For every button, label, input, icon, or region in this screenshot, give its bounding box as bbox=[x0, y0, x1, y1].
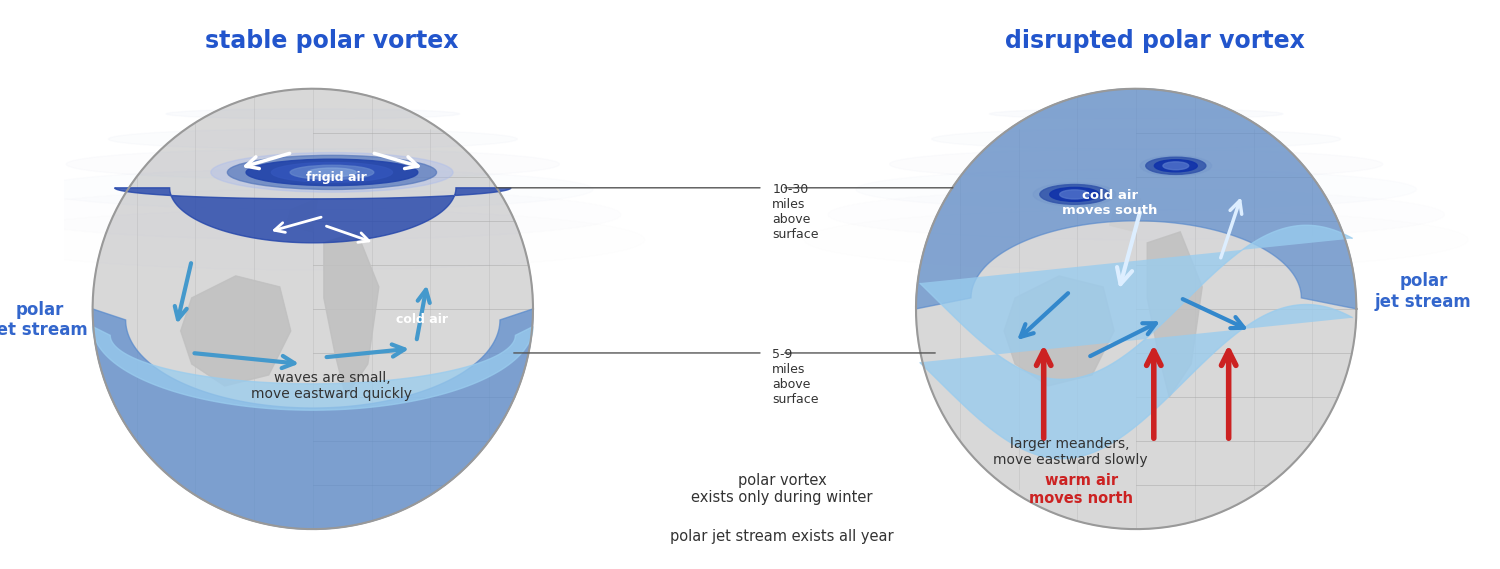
Text: waves are small,
move eastward quickly: waves are small, move eastward quickly bbox=[252, 371, 413, 401]
Ellipse shape bbox=[211, 152, 453, 192]
Ellipse shape bbox=[308, 168, 356, 177]
Text: polar
jet stream: polar jet stream bbox=[0, 300, 88, 339]
Text: polar vortex
exists only during winter: polar vortex exists only during winter bbox=[692, 473, 873, 505]
Text: cold air: cold air bbox=[396, 314, 448, 327]
Ellipse shape bbox=[1146, 157, 1206, 174]
Ellipse shape bbox=[166, 109, 459, 119]
Text: warm air
moves north: warm air moves north bbox=[1029, 473, 1132, 506]
Polygon shape bbox=[93, 89, 532, 529]
Polygon shape bbox=[1110, 199, 1140, 232]
Ellipse shape bbox=[1050, 187, 1100, 201]
Polygon shape bbox=[180, 276, 291, 386]
Text: 10-30
miles
above
surface: 10-30 miles above surface bbox=[772, 183, 819, 241]
Ellipse shape bbox=[1162, 162, 1188, 170]
Ellipse shape bbox=[228, 155, 436, 189]
Ellipse shape bbox=[290, 165, 374, 180]
Polygon shape bbox=[93, 309, 532, 529]
Text: cold air
moves south: cold air moves south bbox=[1062, 189, 1158, 217]
Ellipse shape bbox=[272, 163, 393, 182]
Text: larger meanders,
move eastward slowly: larger meanders, move eastward slowly bbox=[993, 437, 1148, 467]
Polygon shape bbox=[93, 327, 532, 410]
Polygon shape bbox=[324, 232, 380, 397]
Polygon shape bbox=[916, 89, 1356, 309]
Polygon shape bbox=[916, 89, 1356, 529]
Polygon shape bbox=[1004, 276, 1114, 386]
Text: polar jet stream exists all year: polar jet stream exists all year bbox=[670, 529, 894, 545]
Ellipse shape bbox=[1155, 160, 1197, 172]
Ellipse shape bbox=[1140, 156, 1212, 176]
Ellipse shape bbox=[1034, 183, 1116, 206]
Ellipse shape bbox=[990, 109, 1282, 119]
Ellipse shape bbox=[1059, 190, 1089, 199]
Text: stable polar vortex: stable polar vortex bbox=[206, 30, 459, 53]
Text: polar
jet stream: polar jet stream bbox=[1376, 272, 1472, 311]
Ellipse shape bbox=[246, 159, 418, 185]
Ellipse shape bbox=[1040, 184, 1108, 204]
Polygon shape bbox=[286, 199, 316, 232]
Polygon shape bbox=[1148, 232, 1202, 397]
Text: disrupted polar vortex: disrupted polar vortex bbox=[1005, 30, 1305, 53]
Text: frigid air: frigid air bbox=[306, 171, 368, 184]
Text: 5-9
miles
above
surface: 5-9 miles above surface bbox=[772, 348, 819, 406]
Polygon shape bbox=[114, 188, 512, 243]
